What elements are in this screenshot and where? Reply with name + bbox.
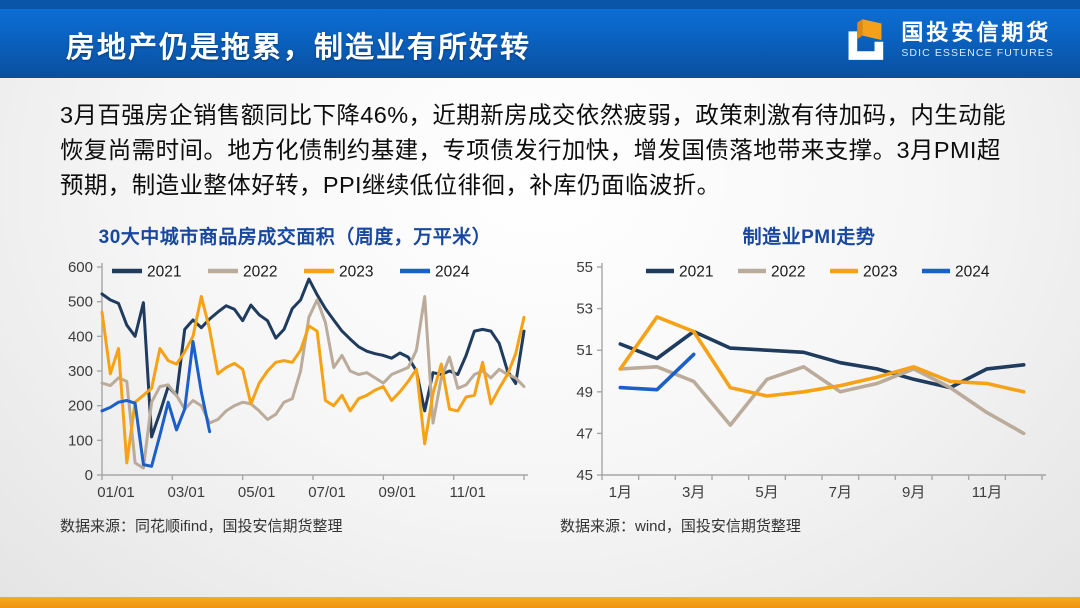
svg-text:9月: 9月 <box>902 484 925 501</box>
svg-text:2022: 2022 <box>243 264 277 281</box>
svg-text:100: 100 <box>68 432 93 449</box>
svg-text:300: 300 <box>68 363 93 380</box>
svg-text:2024: 2024 <box>955 264 990 281</box>
svg-text:200: 200 <box>68 398 93 415</box>
svg-text:2022: 2022 <box>771 264 805 281</box>
company-logo: 国投安信期货 SDIC ESSENCE FUTURES <box>839 14 1054 66</box>
summary-paragraph: 3月百强房企销售额同比下降46%，近期新房成交依然疲弱，政策刺激有待加码，内生动… <box>60 102 1007 198</box>
svg-text:600: 600 <box>68 259 93 276</box>
svg-text:53: 53 <box>576 301 593 318</box>
svg-text:47: 47 <box>576 425 593 442</box>
svg-text:3月: 3月 <box>682 484 705 501</box>
svg-text:11/01: 11/01 <box>449 484 485 501</box>
logo-name-cn: 国投安信期货 <box>901 20 1052 46</box>
housing-chart-canvas: 0 100 200 300 400 500 600 01/01 03/01 05/01 07/01 0… <box>68 259 528 501</box>
svg-text:2021: 2021 <box>679 264 713 281</box>
svg-text:49: 49 <box>576 384 593 401</box>
svg-text:400: 400 <box>68 328 93 345</box>
svg-text:500: 500 <box>68 294 93 311</box>
logo-name-en: SDIC ESSENCE FUTURES <box>901 46 1054 59</box>
svg-text:1月: 1月 <box>609 484 632 501</box>
charts-row: 30大中城市商品房成交面积（周度，万平米） 0 100 200 300 400 500 60… <box>0 222 1080 536</box>
pmi-chart-source: 数据来源：wind，国投安信期货整理 <box>560 518 801 535</box>
svg-text:55: 55 <box>576 259 593 276</box>
svg-text:09/01: 09/01 <box>379 484 417 501</box>
svg-text:5月: 5月 <box>755 484 778 501</box>
svg-text:11月: 11月 <box>972 484 1003 501</box>
svg-text:03/01: 03/01 <box>168 484 206 501</box>
page-title: 房地产仍是拖累，制造业有所好转 <box>66 32 532 64</box>
pmi-chart-canvas: 45 47 49 51 53 55 1月 3月 5月 7月 9月 11月 2021 2022 2023 202… <box>576 259 1046 501</box>
svg-text:0: 0 <box>85 467 93 484</box>
svg-text:2023: 2023 <box>339 264 373 281</box>
svg-text:51: 51 <box>576 342 593 359</box>
housing-transactions-chart: 30大中城市商品房成交面积（周度，万平米） 0 100 200 300 400 500 60… <box>56 222 534 536</box>
svg-text:2024: 2024 <box>435 264 470 281</box>
svg-text:07/01: 07/01 <box>308 484 346 501</box>
footer-accent-bar <box>0 597 1080 608</box>
svg-text:7月: 7月 <box>829 484 852 501</box>
housing-chart-source: 数据来源：同花顺ifind，国投安信期货整理 <box>60 518 343 535</box>
svg-text:2021: 2021 <box>147 264 181 281</box>
svg-text:01/01: 01/01 <box>97 484 135 501</box>
svg-text:05/01: 05/01 <box>238 484 276 501</box>
logo-text: 国投安信期货 SDIC ESSENCE FUTURES <box>901 21 1054 58</box>
svg-text:2023: 2023 <box>863 264 897 281</box>
pmi-chart: 制造业PMI走势 45 47 49 51 53 55 1月 3月 5月 7月 9月 11月 2021 20… <box>560 222 1058 536</box>
pmi-chart-title: 制造业PMI走势 <box>742 227 876 248</box>
header-bar: 房地产仍是拖累，制造业有所好转 国投安信期货 SDIC ESSENCE FUTU… <box>0 0 1080 78</box>
housing-chart-title: 30大中城市商品房成交面积（周度，万平米） <box>98 227 492 248</box>
logo-cube-icon <box>848 19 884 60</box>
svg-text:45: 45 <box>576 467 593 484</box>
